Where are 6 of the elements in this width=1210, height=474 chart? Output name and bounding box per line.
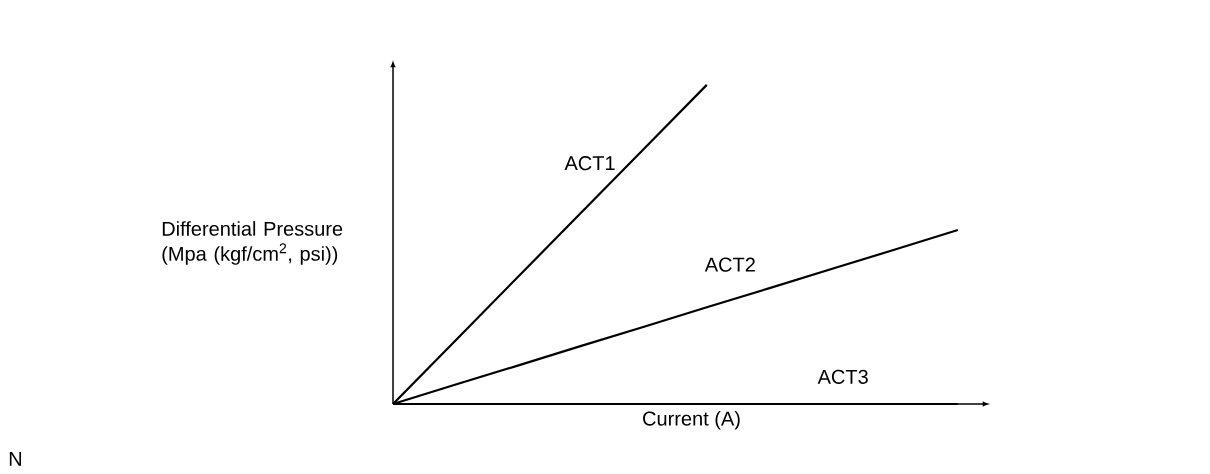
text: N: [9, 452, 22, 466]
y-axis-title: Differential Pressure (Mpa (kgf/cm$^{2}$, psi)): [162, 221, 343, 265]
series-label: ACT3: [817, 369, 868, 384]
series-label: ACT1: [564, 156, 615, 171]
x-axis-title: Current (A): [643, 410, 740, 430]
series-label: ACT2: [704, 257, 755, 272]
